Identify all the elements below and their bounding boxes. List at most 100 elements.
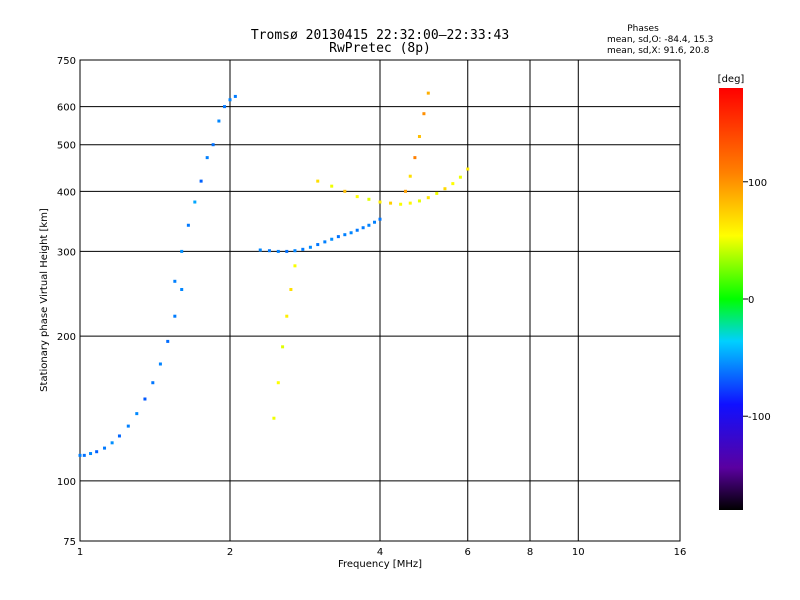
stats-heading: Phases [627,24,659,34]
stats-line-o: mean, sd,O: -84.4, 15.3 [607,35,713,45]
data-point [173,279,177,283]
data-point [323,240,327,244]
y-tick-label: 500 [57,141,76,152]
data-point [316,243,320,247]
data-point [285,249,289,253]
data-point [413,156,417,160]
data-point [173,314,177,318]
x-tick-label: 16 [674,547,687,558]
data-point [281,345,285,349]
data-point [285,314,289,318]
data-point [417,135,421,139]
data-point [166,339,170,343]
data-point [330,184,334,188]
data-point [301,247,305,251]
data-point [367,197,371,201]
data-point [293,249,297,253]
data-point [82,453,86,457]
y-axis-ticks: 75 100 200 300 400 500 600 750 [57,56,76,548]
data-point [158,362,162,366]
data-point [408,174,412,178]
data-point [95,450,99,454]
data-point [211,143,215,147]
data-point [233,94,237,98]
data-point [408,201,412,205]
data-point [276,381,280,385]
data-point [417,199,421,203]
data-point [458,175,462,179]
data-point [199,179,203,183]
y-tick-label: 300 [57,247,76,258]
data-point [422,112,426,116]
data-point [466,167,470,171]
y-tick-label: 200 [57,332,76,343]
chart-title: Tromsø 20130415 22:32:00–22:33:43 [251,28,509,43]
data-point [228,98,232,102]
data-point [389,201,393,205]
data-point [355,228,359,232]
data-point [378,217,382,221]
data-point [186,223,190,227]
y-tick-label: 750 [57,56,76,67]
data-point [289,287,293,291]
data-point [316,179,320,183]
data-point [403,189,407,193]
data-point [355,195,359,199]
y-tick-label: 600 [57,103,76,114]
y-tick-label: 75 [63,537,76,548]
data-point [330,237,334,241]
x-tick-label: 10 [572,547,585,558]
data-point [399,202,403,206]
x-axis-ticks: 1 2 4 6 8 10 16 [77,547,687,558]
data-point [267,249,271,253]
data-point [126,424,130,428]
x-axis-label: Frequency [MHz] [338,559,422,570]
data-point [180,249,184,253]
data-point [343,189,347,193]
data-point [151,381,155,385]
x-tick-label: 6 [465,547,471,558]
x-tick-label: 1 [77,547,83,558]
y-tick-label: 400 [57,187,76,198]
data-point [78,453,82,457]
data-point [378,200,382,204]
data-point [426,196,430,200]
x-tick-label: 2 [227,547,233,558]
data-point [373,220,377,224]
data-point [258,248,262,252]
x-tick-label: 4 [377,547,383,558]
data-point [217,119,221,123]
grid-lines [80,60,680,541]
data-point [443,187,447,191]
data-point [272,416,276,420]
data-point [223,105,227,109]
colorbar-tick-label: -100 [748,412,771,423]
data-point [135,412,139,416]
x-tick-label: 8 [527,547,533,558]
data-point [193,200,197,204]
data-point [426,91,430,95]
data-point [367,223,371,227]
data-point [117,434,121,438]
data-point [343,233,347,237]
data-point [308,245,312,249]
data-point [276,249,280,253]
data-point [451,182,455,186]
data-point [336,235,340,239]
data-point [143,397,147,401]
colorbar-ticks: 100 0 -100 [743,178,771,423]
y-tick-label: 100 [57,477,76,488]
data-point [349,231,353,235]
data-point [89,452,93,456]
data-point [205,156,209,160]
y-axis-label: Stationary phase Virtual Height [km] [39,208,50,392]
colorbar-tick-label: 0 [748,295,754,306]
data-point [435,191,439,195]
data-point [180,287,184,291]
data-point [361,226,365,230]
data-point [293,264,297,268]
colorbar-label: [deg] [718,74,745,85]
colorbar [719,88,743,510]
colorbar-tick-label: 100 [748,178,767,189]
